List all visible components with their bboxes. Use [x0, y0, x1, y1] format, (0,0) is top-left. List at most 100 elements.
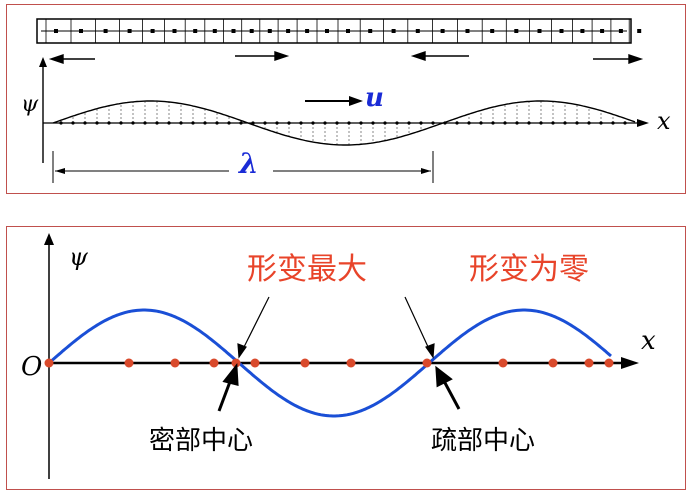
bar-particle: [267, 29, 272, 33]
hatch-particle: [383, 121, 387, 125]
hatch-particle: [623, 121, 627, 125]
hatch-particle: [431, 121, 435, 125]
hatch-particle: [503, 121, 507, 125]
velocity-label: u: [365, 83, 384, 113]
hatch-particle: [467, 121, 471, 125]
arrow-left-2: [410, 51, 469, 61]
hatch-particle: [227, 121, 231, 125]
hatch-particle: [95, 121, 99, 125]
hatch-particle: [551, 121, 555, 125]
pointer-max-to-rarefaction-head: [425, 343, 435, 359]
particle-dot: [124, 358, 134, 368]
particle-dot: [346, 358, 356, 368]
bottom-y-axis-label: ψ: [69, 243, 89, 271]
hatch-particle: [83, 121, 87, 125]
hatch-particle: [539, 121, 543, 125]
hatch-particle: [239, 121, 243, 125]
hatch-particle: [131, 121, 135, 125]
hatch-particle: [179, 121, 183, 125]
arrow-right-1: [235, 51, 290, 61]
bar-particle: [325, 29, 329, 33]
top-y-axis-arrowhead: [39, 57, 47, 67]
hatch-particle: [407, 121, 411, 125]
hatch-particle: [527, 121, 531, 125]
particle-dot: [604, 358, 614, 368]
arrow-left-1: [48, 54, 95, 64]
hatch-particle: [479, 121, 483, 125]
top-y-axis-label: ψ: [21, 92, 39, 117]
top-x-axis-arrowhead: [637, 119, 649, 127]
medium-particles: [45, 19, 642, 43]
bottom-panel: ψ x O 形变最大 形变为零 密部中心 疏部中心: [6, 226, 686, 490]
hatch-particle: [455, 121, 459, 125]
hatch-particle: [119, 121, 123, 125]
bar-particle: [490, 29, 495, 33]
bar-particle: [193, 29, 198, 33]
bar-particle: [580, 29, 585, 33]
top-wave-curve: [52, 100, 636, 146]
hatch-particle: [515, 121, 519, 125]
pointer-max-to-compression: [242, 296, 270, 350]
hatch-particle: [575, 121, 579, 125]
hatch-particle: [371, 121, 375, 125]
bar-particle: [172, 29, 177, 33]
arrow-right-2: [593, 54, 644, 64]
particle-dot: [584, 358, 594, 368]
label-compression-center: 密部中心: [149, 426, 253, 456]
pointer-max-to-compression-head: [237, 343, 247, 359]
bottom-y-axis-arrowhead: [44, 233, 54, 245]
label-max-deformation: 形变最大: [247, 252, 367, 287]
top-diagram: ψ x u λ: [21, 18, 671, 183]
bottom-diagram: ψ x O 形变最大 形变为零 密部中心 疏部中心: [21, 233, 656, 479]
hatch-particle: [335, 121, 339, 125]
hatch-particle: [491, 121, 495, 125]
bar-particle: [231, 29, 236, 33]
bar-particle: [618, 29, 623, 33]
hatch-particle: [263, 121, 267, 125]
particle-dot: [44, 358, 54, 368]
bar-particle: [127, 29, 132, 33]
hatch-particle: [563, 121, 567, 125]
hatch-particle: [191, 121, 195, 125]
hatch-particle: [203, 121, 207, 125]
bar-particle: [249, 29, 254, 33]
bar-particle: [150, 29, 155, 33]
top-panel: ψ x u λ: [6, 4, 686, 194]
bar-particle: [368, 29, 373, 33]
pointer-compression-center-head: [222, 362, 239, 386]
label-zero-deformation: 形变为零: [469, 252, 589, 287]
bar-particle: [286, 29, 291, 33]
bar-particle: [391, 29, 396, 33]
bottom-wave-curve: [47, 308, 612, 418]
wave-displacement-hatching: [59, 101, 627, 145]
hatch-particle: [395, 121, 399, 125]
hatch-particle: [311, 121, 315, 125]
wavelength-right-arrowhead: [421, 168, 431, 174]
hatch-particle: [599, 121, 603, 125]
hatch-particle: [359, 121, 363, 125]
bar-particle: [600, 29, 605, 33]
bar-particle: [465, 29, 470, 33]
hatch-particle: [419, 121, 423, 125]
pointer-rarefaction-center-head: [435, 365, 453, 388]
label-rarefaction-center: 疏部中心: [431, 426, 535, 456]
hatch-particle: [107, 121, 111, 125]
particle-dot: [422, 358, 432, 368]
particle-dot: [548, 358, 558, 368]
bar-particle: [559, 29, 564, 33]
bar-particle: [537, 29, 542, 33]
pointer-max-to-rarefaction: [404, 296, 430, 350]
bar-particle: [103, 29, 108, 33]
bar-particle: [79, 29, 83, 33]
hatch-particle: [143, 121, 147, 125]
particle-dot: [209, 358, 219, 368]
particle-dot: [170, 358, 180, 368]
medium-bar: [36, 18, 632, 44]
pointer-rarefaction-center: [442, 380, 461, 410]
hatch-particle: [323, 121, 327, 125]
bottom-x-axis-label: x: [641, 326, 656, 356]
wavelength-label: λ: [238, 147, 259, 180]
bar-particle: [212, 29, 217, 33]
bar-particle: [415, 29, 420, 33]
hatch-particle: [299, 121, 303, 125]
